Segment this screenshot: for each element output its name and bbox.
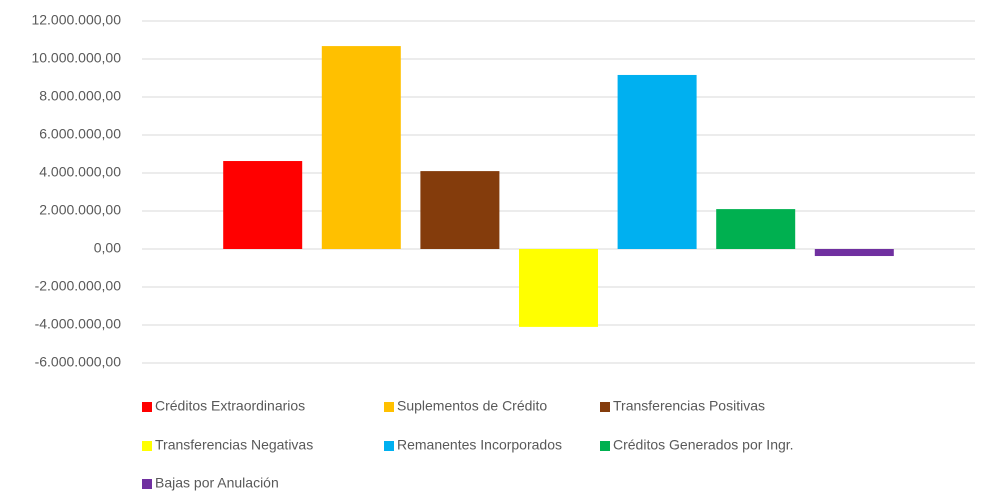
legend-swatch bbox=[142, 479, 152, 489]
bar bbox=[321, 46, 401, 249]
y-tick-label: -2.000.000,00 bbox=[35, 278, 122, 294]
y-tick-label: 0,00 bbox=[94, 240, 121, 256]
legend-swatch bbox=[142, 402, 152, 412]
y-tick-label: 12.000.000,00 bbox=[31, 12, 121, 28]
y-tick-label: 8.000.000,00 bbox=[39, 88, 121, 104]
bar bbox=[223, 161, 303, 249]
legend-label: Créditos Generados por Ingr. bbox=[613, 437, 794, 453]
y-tick-label: 10.000.000,00 bbox=[31, 50, 121, 66]
y-tick-label: -4.000.000,00 bbox=[35, 316, 122, 332]
y-tick-label: 4.000.000,00 bbox=[39, 164, 121, 180]
bar bbox=[617, 74, 697, 250]
legend-label: Bajas por Anulación bbox=[155, 475, 279, 491]
legend-label: Remanentes Incorporados bbox=[397, 437, 562, 453]
legend-swatch bbox=[384, 402, 394, 412]
bar bbox=[814, 249, 894, 257]
legend-label: Transferencias Negativas bbox=[155, 437, 313, 453]
y-tick-label: 6.000.000,00 bbox=[39, 126, 121, 142]
bar bbox=[716, 209, 796, 249]
y-tick-label: 2.000.000,00 bbox=[39, 202, 121, 218]
legend-swatch bbox=[600, 402, 610, 412]
legend-swatch bbox=[384, 441, 394, 451]
legend-swatch bbox=[600, 441, 610, 451]
legend-label: Créditos Extraordinarios bbox=[155, 398, 305, 414]
bar bbox=[420, 171, 500, 249]
legend-swatch bbox=[142, 441, 152, 451]
bar bbox=[519, 249, 598, 327]
y-tick-label: -6.000.000,00 bbox=[35, 354, 122, 370]
legend-label: Suplementos de Crédito bbox=[397, 398, 547, 414]
legend-label: Transferencias Positivas bbox=[613, 398, 765, 414]
